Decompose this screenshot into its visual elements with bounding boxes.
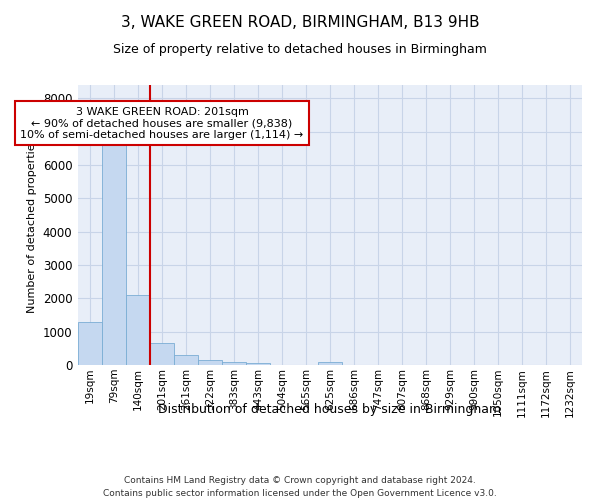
Text: Size of property relative to detached houses in Birmingham: Size of property relative to detached ho… xyxy=(113,42,487,56)
Y-axis label: Number of detached properties: Number of detached properties xyxy=(27,138,37,312)
Bar xyxy=(78,322,102,365)
Bar xyxy=(222,362,246,365)
Text: Contains HM Land Registry data © Crown copyright and database right 2024.
Contai: Contains HM Land Registry data © Crown c… xyxy=(103,476,497,498)
Bar xyxy=(150,344,174,365)
Bar xyxy=(198,360,222,365)
Text: 3 WAKE GREEN ROAD: 201sqm
← 90% of detached houses are smaller (9,838)
10% of se: 3 WAKE GREEN ROAD: 201sqm ← 90% of detac… xyxy=(20,106,304,140)
Bar xyxy=(318,362,342,365)
Text: 3, WAKE GREEN ROAD, BIRMINGHAM, B13 9HB: 3, WAKE GREEN ROAD, BIRMINGHAM, B13 9HB xyxy=(121,15,479,30)
Text: Distribution of detached houses by size in Birmingham: Distribution of detached houses by size … xyxy=(158,402,502,415)
Bar xyxy=(126,295,150,365)
Bar xyxy=(102,145,126,365)
Bar xyxy=(246,362,270,365)
Bar xyxy=(174,355,198,365)
